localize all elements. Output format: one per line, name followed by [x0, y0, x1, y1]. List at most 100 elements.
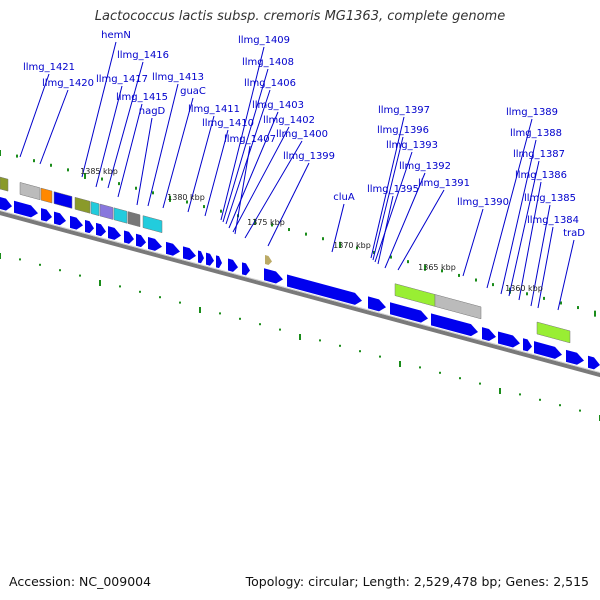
- gene-label: llmg_1391: [418, 178, 470, 189]
- gene-arrow: [206, 252, 214, 266]
- gene-label: llmg_1411: [188, 104, 240, 115]
- gene-leader-line: [500, 139, 537, 295]
- gene-leader-line: [397, 189, 445, 271]
- gene-label: llmg_1392: [399, 161, 451, 172]
- gene-arrow: [14, 200, 38, 218]
- gene-label: llmg_1389: [506, 107, 558, 118]
- gene-leader-line: [136, 117, 153, 206]
- gene-leader-line: [370, 116, 405, 259]
- upper-feature: [90, 201, 100, 217]
- gene-leader-line: [518, 181, 542, 301]
- gene-leader-line: [244, 140, 303, 239]
- gene-arrow: [390, 302, 428, 323]
- gene-label: llmg_1417: [96, 74, 148, 85]
- gene-label: llmg_1420: [42, 78, 94, 89]
- gene-leader-line: [147, 83, 179, 207]
- upper-feature: [53, 191, 73, 209]
- kbp-label: 1370 kbp: [333, 241, 371, 250]
- gene-arrow: [136, 233, 146, 248]
- gene-leader-line: [372, 136, 404, 261]
- gene-label: llmg_1415: [116, 92, 168, 103]
- feature-arrow: [265, 255, 272, 265]
- gene-label: llmg_1386: [515, 170, 567, 181]
- gene-leader-line: [232, 126, 290, 233]
- gene-label: llmg_1385: [524, 193, 576, 204]
- gene-arrow: [85, 219, 94, 234]
- upper-feature: [536, 321, 571, 344]
- gene-label: traD: [563, 228, 585, 239]
- upper-feature: [113, 207, 128, 224]
- gene-label: llmg_1409: [238, 35, 290, 46]
- gene-leader-line: [530, 204, 551, 307]
- gene-leader-line: [39, 89, 69, 165]
- gene-leader-line: [537, 226, 554, 309]
- backbone-highlight: [0, 209, 600, 374]
- gene-label: llmg_1406: [244, 78, 296, 89]
- gene-arrow: [183, 246, 196, 261]
- upper-feature: [142, 215, 163, 234]
- accession-text: Accession: NC_009004: [9, 574, 152, 589]
- gene-leader-line: [81, 41, 117, 178]
- gene-leader-line: [486, 118, 533, 289]
- gene-arrow: [124, 230, 134, 244]
- gene-leader-line: [117, 103, 143, 198]
- upper-feature: [0, 176, 9, 192]
- gene-arrow: [216, 255, 222, 269]
- gene-leader-line: [222, 68, 269, 223]
- gene-leader-line: [331, 203, 345, 253]
- gene-label: llmg_1407: [224, 134, 276, 145]
- gene-arrow: [108, 226, 121, 240]
- gene-label: llmg_1393: [386, 140, 438, 151]
- map-title: Lactococcus lactis subsp. cremoris MG136…: [94, 9, 506, 24]
- gene-leader-line: [557, 239, 575, 311]
- gene-arrow: [498, 331, 520, 348]
- gene-label: llmg_1416: [117, 50, 169, 61]
- gene-label: cluA: [333, 192, 355, 203]
- gene-arrow: [242, 262, 250, 276]
- gene-arrow: [368, 296, 386, 312]
- gene-leader-line: [220, 46, 265, 221]
- upper-feature: [127, 211, 141, 228]
- upper-feature: [74, 196, 91, 214]
- kbp-label: 1365 kbp: [418, 263, 456, 272]
- gene-arrow: [482, 327, 496, 342]
- gene-label: llmg_1399: [283, 151, 335, 162]
- gene-label: llmg_1400: [276, 129, 328, 140]
- kbp-label: 1375 kbp: [247, 218, 285, 227]
- gene-leader-line: [95, 85, 123, 188]
- gene-arrow: [588, 355, 600, 370]
- gene-label: llmg_1395: [367, 184, 419, 195]
- genome-summary-text: Topology: circular; Length: 2,529,478 bp…: [245, 574, 589, 589]
- upper-feature: [99, 203, 114, 220]
- gene-leader-line: [234, 145, 251, 235]
- gene-arrow: [523, 338, 532, 352]
- kbp-label: 1385 kbp: [80, 167, 118, 176]
- gene-label: llmg_1403: [252, 100, 304, 111]
- gene-leader-line: [107, 61, 144, 189]
- gene-leader-line: [377, 195, 394, 265]
- gene-label: hemN: [101, 30, 131, 41]
- gene-label: llmg_1402: [263, 115, 315, 126]
- gene-leader-line: [384, 172, 426, 269]
- kbp-label: 1360 kbp: [505, 284, 543, 293]
- gene-arrow: [166, 241, 180, 256]
- gene-arrow: [431, 313, 478, 337]
- gene-label: guaC: [180, 86, 206, 97]
- gene-label: llmg_1390: [457, 197, 509, 208]
- gene-arrow: [198, 250, 204, 264]
- gene-label: llmg_1408: [242, 57, 294, 68]
- gene-label: llmg_1396: [377, 125, 429, 136]
- gene-leader-line: [267, 162, 310, 247]
- upper-feature: [434, 294, 482, 320]
- gene-arrow: [96, 222, 106, 237]
- upper-feature: [40, 187, 53, 204]
- upper-feature: [19, 182, 41, 201]
- gene-arrow: [566, 349, 584, 365]
- gene-label: llmg_1388: [510, 128, 562, 139]
- gene-leader-line: [187, 115, 215, 213]
- gene-arrow: [264, 268, 283, 284]
- gene-leader-line: [374, 151, 413, 263]
- gene-leader-line: [508, 160, 540, 297]
- gene-label: llmg_1397: [378, 105, 430, 116]
